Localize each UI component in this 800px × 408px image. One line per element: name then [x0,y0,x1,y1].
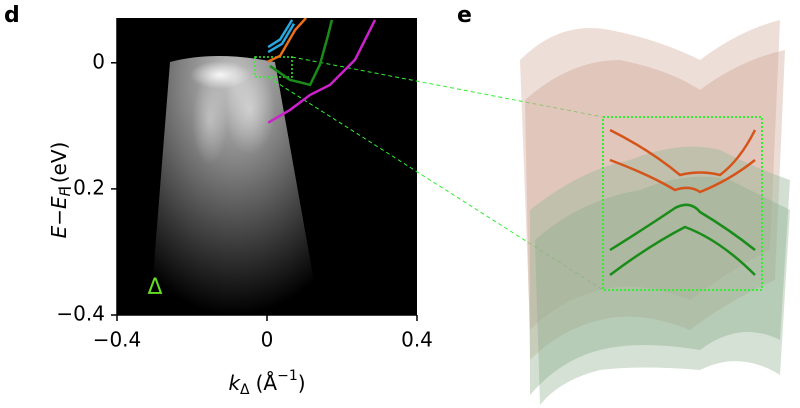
dispersion-line [267,23,296,54]
x-tick-label: 0.4 [401,328,433,352]
dispersion-line [267,18,307,63]
annotation: Δ [147,275,162,300]
panel-label: e [457,3,472,28]
y-tick-label: 0 [92,49,105,73]
y-label-unit: (eV) [47,142,71,184]
x-label-main: k [228,371,241,395]
x-tick-label: 0 [261,328,274,352]
x-label-sup: −1 [277,368,298,384]
dispersion-line [267,19,377,124]
dispersion-line [267,19,294,49]
x-label-unit: (Å [256,371,278,395]
dispersion-line [269,19,334,87]
x-tick-label: −0.4 [93,328,142,352]
y-axis-label: E−EF (eV) [47,142,75,239]
y-label-sub: F [58,187,74,196]
schematic [520,20,790,405]
arpes-image [117,18,417,315]
panel-label: d [4,3,20,28]
x-axis-label: kΔ (Å−1) [228,368,305,398]
x-label-sub: Δ [240,382,250,398]
y-tick-label: −0.4 [56,302,105,326]
y-label-main: E−E [47,196,71,238]
y-tick-label: −0.2 [56,175,105,199]
x-label-close: ) [298,371,306,395]
